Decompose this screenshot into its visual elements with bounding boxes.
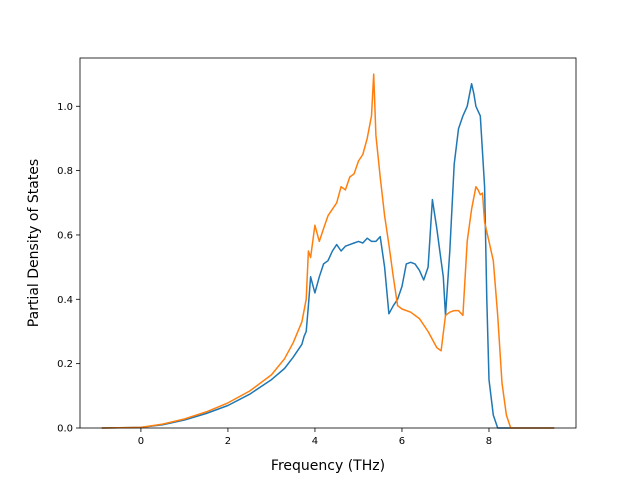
series-line-2 bbox=[101, 73, 555, 429]
series-layer bbox=[101, 73, 555, 429]
x-tick-label: 4 bbox=[312, 436, 318, 447]
y-axis-label: Partial Density of States bbox=[26, 159, 42, 327]
x-tick-label: 0 bbox=[138, 436, 144, 447]
x-tick-label: 6 bbox=[399, 436, 405, 447]
series-line-1 bbox=[101, 82, 555, 429]
x-axis-label: Frequency (THz) bbox=[271, 458, 385, 474]
y-tick-label: 0.2 bbox=[57, 359, 73, 370]
x-tick-label: 8 bbox=[486, 436, 492, 447]
y-tick-label: 1.0 bbox=[57, 102, 73, 113]
y-tick-label: 0.8 bbox=[57, 166, 73, 177]
plot-frame bbox=[79, 57, 577, 429]
y-tick-label: 0.6 bbox=[57, 230, 73, 241]
x-tick-label: 2 bbox=[225, 436, 231, 447]
y-axis-ticks: 0.0 0.2 0.4 0.6 0.8 1.0 bbox=[57, 102, 80, 435]
y-tick-label: 0.4 bbox=[57, 295, 73, 306]
y-tick-label: 0.0 bbox=[57, 424, 73, 435]
x-axis-ticks: 0 2 4 6 8 bbox=[138, 428, 492, 447]
